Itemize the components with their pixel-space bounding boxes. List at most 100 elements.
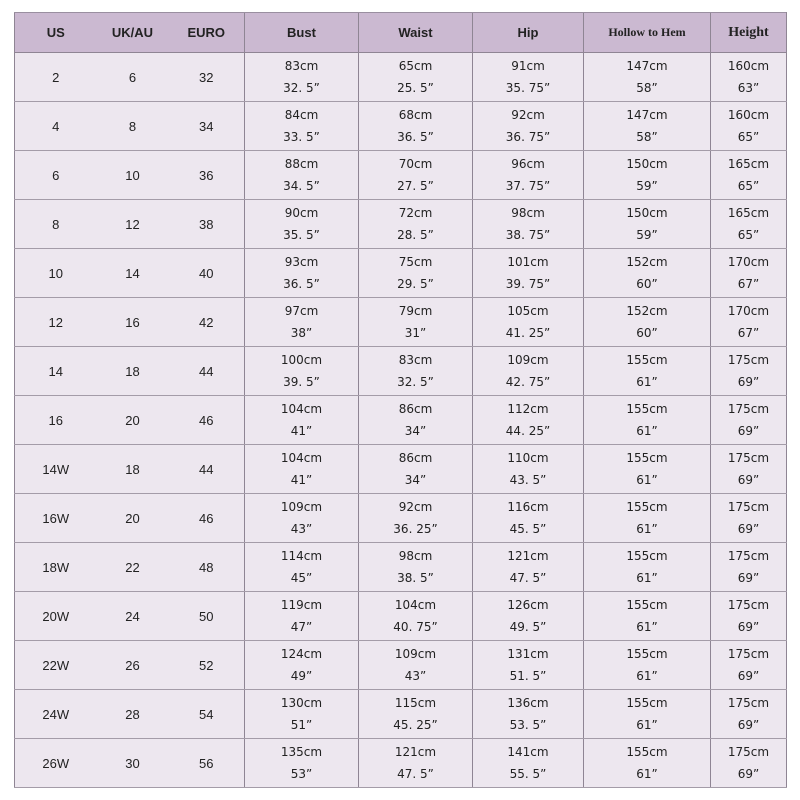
hip-inch: 36. 75”	[505, 130, 551, 144]
cell-hollow: 152cm 60”	[583, 248, 711, 298]
cell-height: 170cm 67”	[710, 297, 787, 347]
cell-height: 175cm 69”	[710, 542, 787, 592]
waist-cm: 70cm	[398, 157, 433, 171]
hip-inch: 53. 5”	[509, 718, 547, 732]
hip-inch: 35. 75”	[505, 81, 551, 95]
table-row: 16 20 46 104cm 41” 86cm 34” 112cm 44. 25” 155cm 61…	[14, 395, 787, 445]
cell-hip: 116cm 45. 5”	[472, 493, 584, 543]
header-euro: EURO	[168, 12, 245, 53]
cell-uk: 20	[96, 395, 169, 445]
cell-uk: 28	[96, 689, 169, 739]
height-inch: 69”	[737, 473, 760, 487]
cell-bust: 83cm 32. 5”	[244, 52, 359, 102]
cell-uk: 16	[96, 297, 169, 347]
bust-inch: 47”	[290, 620, 313, 634]
cell-us: 24W	[14, 689, 97, 739]
height-inch: 67”	[737, 277, 760, 291]
cell-hollow: 150cm 59”	[583, 150, 711, 200]
cell-bust: 135cm 53”	[244, 738, 359, 788]
cell-height: 165cm 65”	[710, 199, 787, 249]
cell-hip: 110cm 43. 5”	[472, 444, 584, 494]
hip-inch: 42. 75”	[505, 375, 551, 389]
header-waist: Waist	[358, 12, 473, 53]
waist-inch: 34”	[404, 473, 427, 487]
hollow-cm: 155cm	[626, 451, 668, 465]
waist-inch: 28. 5”	[397, 228, 434, 242]
cell-uk: 30	[96, 738, 169, 788]
height-inch: 69”	[737, 620, 760, 634]
header-hip: Hip	[472, 12, 584, 53]
waist-inch: 36. 25”	[393, 522, 438, 536]
bust-inch: 33. 5”	[283, 130, 320, 144]
cell-euro: 34	[168, 101, 245, 151]
bust-cm: 84cm	[284, 108, 319, 122]
cell-us: 14W	[14, 444, 97, 494]
cell-hip: 105cm 41. 25”	[472, 297, 584, 347]
cell-hollow: 147cm 58”	[583, 52, 711, 102]
hollow-inch: 61”	[636, 424, 658, 438]
bust-inch: 32. 5”	[283, 81, 320, 95]
hip-cm: 112cm	[507, 402, 549, 416]
height-inch: 69”	[737, 767, 760, 781]
hollow-cm: 155cm	[626, 696, 668, 710]
bust-cm: 93cm	[284, 255, 319, 269]
bust-cm: 88cm	[284, 157, 319, 171]
waist-inch: 25. 5”	[397, 81, 434, 95]
cell-hip: 141cm 55. 5”	[472, 738, 584, 788]
hip-inch: 45. 5”	[509, 522, 547, 536]
cell-hip: 121cm 47. 5”	[472, 542, 584, 592]
hollow-inch: 58”	[636, 130, 658, 144]
cell-hip: 101cm 39. 75”	[472, 248, 584, 298]
waist-inch: 34”	[404, 424, 427, 438]
hip-cm: 109cm	[507, 353, 549, 367]
cell-bust: 130cm 51”	[244, 689, 359, 739]
cell-euro: 32	[168, 52, 245, 102]
hip-cm: 121cm	[507, 549, 549, 563]
cell-bust: 124cm 49”	[244, 640, 359, 690]
table-row: 10 14 40 93cm 36. 5” 75cm 29. 5” 101cm 39. 75” 15…	[14, 248, 787, 298]
cell-uk: 24	[96, 591, 169, 641]
hip-inch: 37. 75”	[505, 179, 551, 193]
height-cm: 175cm	[727, 647, 770, 661]
bust-cm: 119cm	[280, 598, 323, 612]
table-row: 8 12 38 90cm 35. 5” 72cm 28. 5” 98cm 38. 75” 150c…	[14, 199, 787, 249]
bust-inch: 38”	[290, 326, 313, 340]
hollow-cm: 155cm	[626, 353, 668, 367]
cell-euro: 44	[168, 444, 245, 494]
waist-cm: 121cm	[394, 745, 437, 759]
cell-height: 175cm 69”	[710, 591, 787, 641]
cell-waist: 92cm 36. 25”	[358, 493, 473, 543]
hollow-inch: 60”	[636, 326, 658, 340]
bust-cm: 130cm	[280, 696, 323, 710]
height-inch: 65”	[737, 179, 760, 193]
header-us: US	[14, 12, 97, 53]
waist-cm: 92cm	[398, 500, 433, 514]
height-cm: 175cm	[727, 451, 770, 465]
hollow-inch: 61”	[636, 571, 658, 585]
table-row: 16W 20 46 109cm 43” 92cm 36. 25” 116cm 45. 5” 155…	[14, 493, 787, 543]
bust-cm: 100cm	[280, 353, 323, 367]
cell-height: 175cm 69”	[710, 640, 787, 690]
bust-cm: 114cm	[280, 549, 323, 563]
cell-bust: 114cm 45”	[244, 542, 359, 592]
table-row: 14W 18 44 104cm 41” 86cm 34” 110cm 43. 5” 155cm 61…	[14, 444, 787, 494]
cell-us: 2	[14, 52, 97, 102]
cell-euro: 36	[168, 150, 245, 200]
hollow-inch: 61”	[636, 669, 658, 683]
hollow-cm: 150cm	[626, 157, 668, 171]
height-cm: 170cm	[727, 255, 770, 269]
hip-inch: 51. 5”	[509, 669, 547, 683]
bust-cm: 104cm	[280, 402, 323, 416]
hip-inch: 38. 75”	[505, 228, 551, 242]
hip-cm: 105cm	[507, 304, 549, 318]
cell-hollow: 155cm 61”	[583, 738, 711, 788]
height-inch: 65”	[737, 130, 760, 144]
header-bust: Bust	[244, 12, 359, 53]
cell-euro: 44	[168, 346, 245, 396]
cell-hollow: 155cm 61”	[583, 640, 711, 690]
cell-height: 165cm 65”	[710, 150, 787, 200]
waist-cm: 79cm	[398, 304, 433, 318]
height-inch: 69”	[737, 522, 760, 536]
cell-hollow: 152cm 60”	[583, 297, 711, 347]
cell-bust: 97cm 38”	[244, 297, 359, 347]
